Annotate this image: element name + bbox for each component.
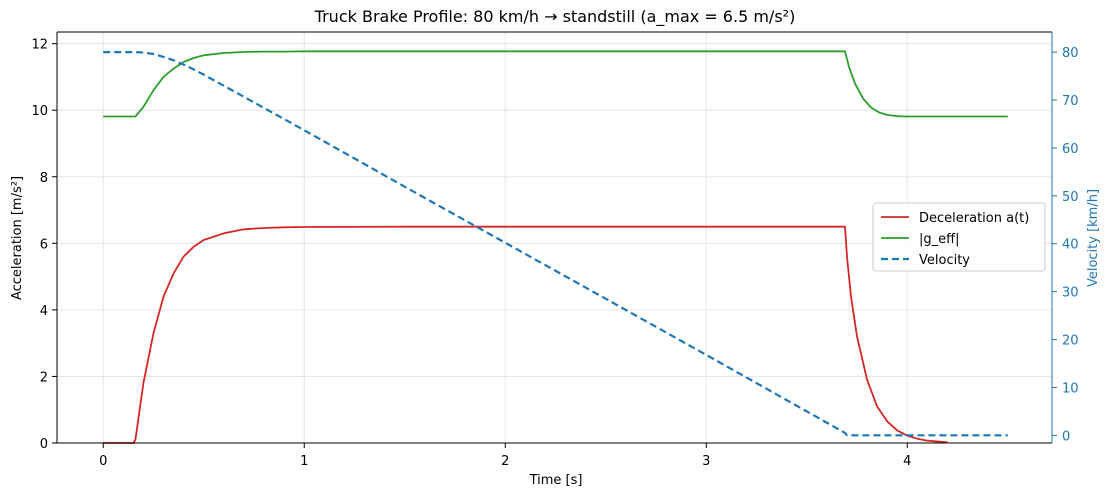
x-tick-label: 0 [99,454,107,469]
x-tick-label: 4 [903,454,911,469]
y-right-tick-label: 60 [1062,142,1079,157]
g-eff-line [103,50,1008,118]
legend: Deceleration a(t) |g_eff| Velocity [872,202,1046,272]
x-tick-label: 1 [300,454,308,469]
legend-label: Velocity [919,253,970,268]
x-tick-label: 3 [702,454,710,469]
y-tick-label: 12 [31,38,48,53]
chart-title: Truck Brake Profile: 80 km/h → standstil… [314,7,796,27]
velocity-line [103,51,1008,437]
legend-label: Deceleration a(t) [919,211,1029,226]
legend-box [872,202,1046,272]
y-right-tick-label: 20 [1062,334,1079,349]
y-tick-label: 0 [40,437,48,452]
y-axis-right-title: Velocity [km/h] [1086,189,1101,287]
series-layer [103,50,1008,444]
y-right-tick-label: 40 [1062,238,1079,253]
y-tick-label: 2 [40,370,48,385]
y-right-tick-label: 50 [1062,190,1079,205]
x-tick-label: 2 [501,454,509,469]
x-axis-title: Time [s] [529,473,583,488]
y-axis-title: Acceleration [m/s²] [10,176,25,300]
deceleration-line [103,225,948,444]
y-right-tick-label: 10 [1062,381,1079,396]
y-tick-label: 6 [40,237,48,252]
y-tick-label: 8 [40,171,48,186]
y-right-tick-label: 70 [1062,94,1079,109]
y-right-tick-label: 30 [1062,286,1079,301]
legend-label: |g_eff| [919,232,959,247]
y-tick-label: 10 [31,104,48,119]
y-right-tick-label: 80 [1062,46,1079,61]
y-tick-label: 4 [40,304,48,319]
y-right-tick-label: 0 [1062,429,1070,444]
